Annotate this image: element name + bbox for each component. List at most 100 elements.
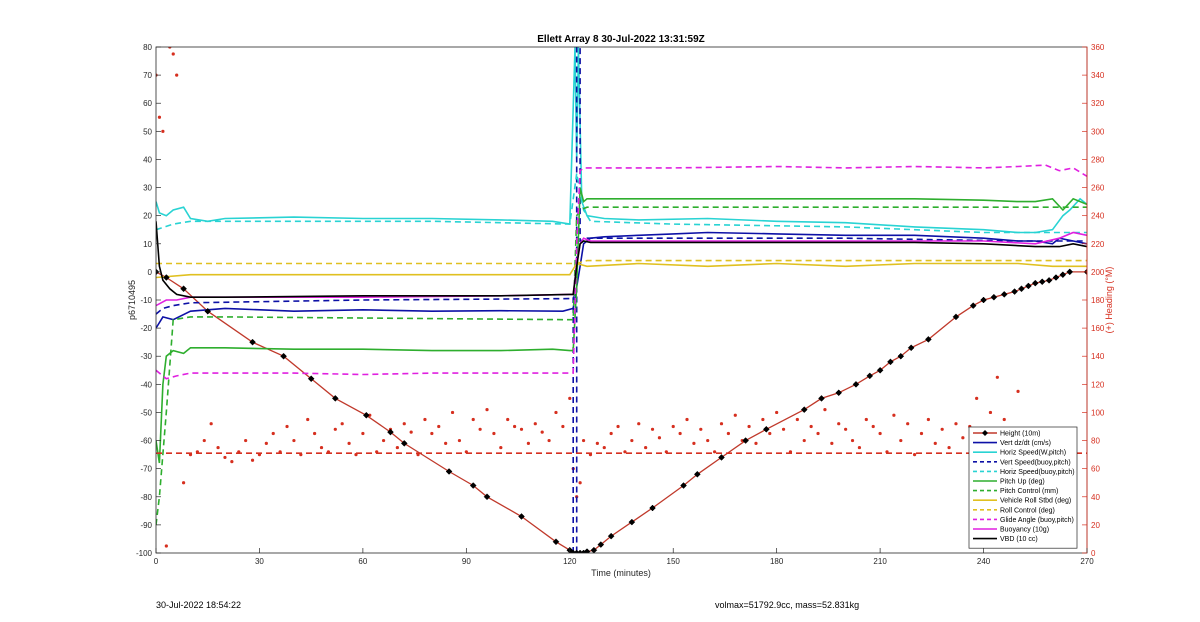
height-marker — [835, 389, 843, 397]
series-line-9 — [156, 164, 1087, 380]
height-marker — [280, 352, 287, 360]
heading-point — [878, 431, 882, 436]
height-marker — [907, 344, 915, 352]
y-tick-label: 0 — [148, 268, 153, 277]
plot-area — [155, 46, 1088, 554]
heading-point — [181, 481, 186, 485]
heading-point — [857, 445, 862, 450]
heading-point — [933, 441, 937, 445]
footer-vol-mass: volmax=51792.9cc, mass=52.831kg — [715, 600, 860, 610]
heading-point — [381, 438, 386, 443]
heading-point — [775, 410, 779, 415]
heading-point — [457, 438, 462, 443]
height-marker — [518, 513, 525, 520]
heading-point — [726, 431, 730, 436]
height-marker — [818, 395, 825, 402]
footer-timestamp: 30-Jul-2022 18:54:22 — [156, 600, 242, 610]
heading-point — [533, 422, 537, 426]
heading-point — [919, 431, 924, 436]
height-marker — [969, 302, 977, 309]
height-marker — [628, 518, 636, 526]
height-marker — [1038, 278, 1046, 286]
legend-label: Pitch Up (deg) — [1000, 479, 1045, 486]
height-marker — [445, 468, 453, 475]
height-marker — [680, 482, 687, 489]
height-marker — [762, 425, 770, 433]
heading-point — [685, 417, 689, 422]
height-marker — [362, 411, 370, 419]
x-axis-label: Time (minutes) — [591, 568, 651, 578]
height-marker — [204, 307, 212, 315]
heading-point — [1002, 417, 1006, 422]
heading-point — [602, 445, 606, 450]
y-tick-label: -30 — [140, 352, 152, 361]
legend-label: Roll Control (deg) — [1000, 507, 1055, 514]
legend-label: Horiz Speed(buoy,pitch) — [1000, 469, 1075, 476]
heading-point — [657, 436, 662, 440]
height-marker — [990, 293, 998, 301]
heading-point — [892, 413, 896, 417]
heading-point — [595, 441, 599, 445]
heading-point — [578, 481, 582, 485]
heading-point — [209, 422, 213, 426]
x-tick-label: 180 — [770, 557, 784, 566]
heading-point — [713, 450, 717, 454]
legend-label: Vert Speed(buoy,pitch) — [1000, 459, 1071, 466]
heading-point — [250, 458, 255, 462]
heading-point — [430, 431, 434, 436]
heading-point — [850, 438, 855, 443]
x-tick-label: 210 — [873, 557, 887, 566]
y2-tick-label: 260 — [1091, 184, 1105, 193]
heading-point — [164, 544, 168, 548]
legend-label: Vert dz/dt (cm/s) — [1000, 440, 1051, 447]
heading-point — [692, 441, 696, 445]
legend-box — [968, 426, 1078, 549]
series-line-11 — [156, 221, 1087, 299]
heading-point — [1016, 389, 1020, 393]
y-tick-label: -50 — [140, 408, 152, 417]
heading-point — [361, 431, 365, 436]
series-group — [156, 47, 1087, 553]
height-marker — [1000, 291, 1008, 298]
x-tick-label: 90 — [462, 557, 471, 566]
y-tick-label: 60 — [143, 99, 152, 108]
y-tick-label: 30 — [143, 184, 152, 193]
heading-point — [340, 422, 344, 426]
height-marker — [387, 428, 394, 436]
legend-label: Height (10m) — [1000, 431, 1040, 438]
y2-tick-label: 220 — [1091, 240, 1105, 249]
height-marker — [866, 372, 874, 380]
plot-background — [156, 47, 1087, 553]
heading-point — [306, 417, 310, 422]
height-marker — [800, 406, 808, 413]
height-marker — [469, 482, 477, 489]
legend-label: Horiz Speed(W,pitch) — [1000, 450, 1066, 457]
y2-tick-label: 340 — [1091, 71, 1105, 80]
y2-tick-label: 320 — [1091, 99, 1105, 108]
heading-point — [157, 115, 162, 119]
heading-point — [285, 424, 289, 429]
x-tick-label: 0 — [154, 557, 159, 566]
y-tick-label: -60 — [140, 437, 152, 446]
y2-tick-label: 160 — [1091, 324, 1105, 333]
legend-label: VBD (10 cc) — [1000, 536, 1038, 543]
heading-point — [175, 73, 179, 77]
series-line-8 — [156, 259, 1087, 265]
height-marker — [718, 454, 725, 461]
height-marker — [590, 546, 598, 553]
y2-tick-label: 240 — [1091, 212, 1105, 221]
heading-point — [954, 422, 958, 426]
heading-point — [995, 375, 999, 379]
heading-point — [333, 427, 337, 431]
y2-tick-label: 0 — [1091, 549, 1096, 558]
heading-point — [444, 441, 448, 445]
heading-point — [795, 417, 799, 422]
heading-point — [650, 427, 655, 431]
heading-point — [513, 424, 517, 429]
heading-point — [540, 430, 544, 434]
heading-point — [609, 431, 613, 436]
heading-point — [171, 52, 175, 56]
heading-point — [961, 436, 965, 440]
height-marker — [1052, 274, 1060, 281]
